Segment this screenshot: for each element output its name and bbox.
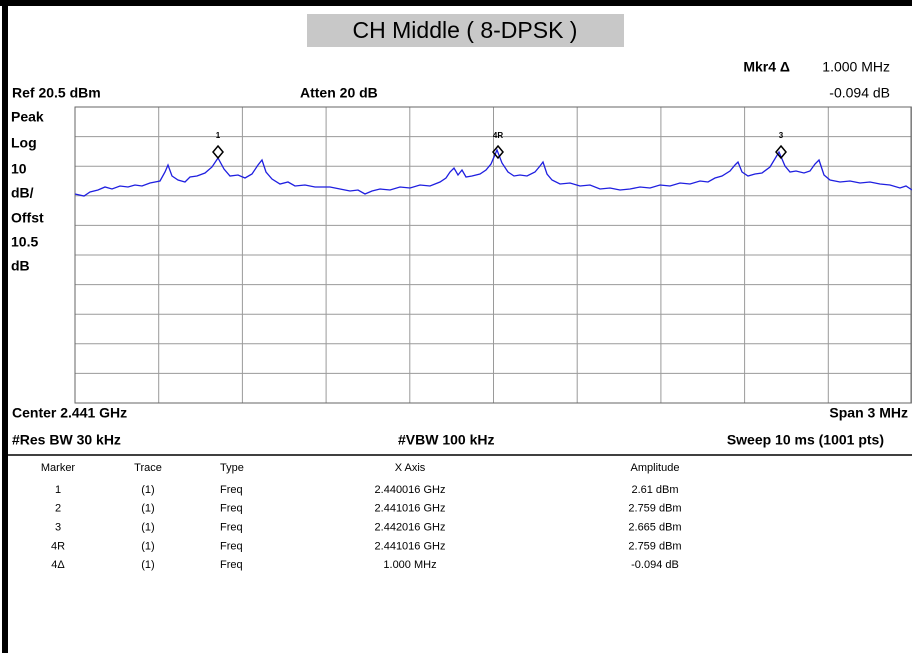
table-cell: 1 xyxy=(55,484,61,496)
table-header: Amplitude xyxy=(631,462,680,474)
table-header: X Axis xyxy=(395,462,426,474)
scale-labels: Peak Log 10 dB/Offst 10.5 dB xyxy=(11,109,44,274)
top-border xyxy=(0,0,912,6)
marker-y: -0.094 dB xyxy=(829,85,890,101)
table-cell: (1) xyxy=(141,559,154,571)
table-cell: 2.759 dBm xyxy=(628,540,681,552)
marker-diamond xyxy=(775,144,787,160)
scale-label: dB/ xyxy=(11,185,34,201)
markers: 1 4R 3 xyxy=(212,131,787,160)
scale-label: Peak xyxy=(11,109,44,125)
table-cell: Freq xyxy=(220,522,243,534)
scale-label: 10.5 xyxy=(11,234,38,250)
marker-x: 1.000 MHz xyxy=(822,59,890,75)
marker-table: Marker Trace Type X Axis Amplitude 1 (1) Freq 2.… xyxy=(41,462,682,571)
marker-diamond xyxy=(212,144,224,160)
trace xyxy=(74,148,912,197)
table-cell: Freq xyxy=(220,540,243,552)
res-bw: #Res BW 30 kHz xyxy=(12,432,121,448)
table-cell: Freq xyxy=(220,503,243,515)
sweep: Sweep 10 ms (1001 pts) xyxy=(727,432,884,448)
table-cell: 4R xyxy=(51,540,65,552)
title: CH Middle ( 8-DPSK ) xyxy=(353,17,578,43)
table-header: Marker xyxy=(41,462,76,474)
table-cell: (1) xyxy=(141,522,154,534)
table-cell: 2.440016 GHz xyxy=(375,484,446,496)
span: Span 3 MHz xyxy=(829,405,908,421)
title-box xyxy=(307,14,624,47)
table-cell: 1.000 MHz xyxy=(383,559,436,571)
marker-label: Mkr4 Δ xyxy=(743,59,790,75)
table-cell: 4Δ xyxy=(51,559,65,571)
table-cell: 2.665 dBm xyxy=(628,522,681,534)
attenuation: Atten 20 dB xyxy=(300,85,378,101)
table-cell: 3 xyxy=(55,522,61,534)
table-cell: 2.441016 GHz xyxy=(375,503,446,515)
marker-number: 3 xyxy=(779,131,784,140)
ref-level: Ref 20.5 dBm xyxy=(12,85,101,101)
table-cell: 2.759 dBm xyxy=(628,503,681,515)
marker-number: 4R xyxy=(493,131,503,140)
grid xyxy=(74,106,912,404)
table-cell: Freq xyxy=(220,484,243,496)
table-cell: Freq xyxy=(220,559,243,571)
table-cell: (1) xyxy=(141,484,154,496)
table-cell: 2.442016 GHz xyxy=(375,522,446,534)
scale-label: Log xyxy=(11,135,37,151)
table-cell: -0.094 dB xyxy=(631,559,679,571)
table-cell: (1) xyxy=(141,540,154,552)
center-freq: Center 2.441 GHz xyxy=(12,405,127,421)
table-cell: (1) xyxy=(141,503,154,515)
scale-label: 10 xyxy=(11,161,27,177)
vbw: #VBW 100 kHz xyxy=(398,432,494,448)
table-header: Trace xyxy=(134,462,162,474)
table-cell: 2.441016 GHz xyxy=(375,540,446,552)
marker-diamond xyxy=(492,144,504,160)
plot-frame xyxy=(74,106,912,404)
left-border xyxy=(2,0,8,653)
scale-label: dB xyxy=(11,258,30,274)
table-header: Type xyxy=(220,462,244,474)
scale-label: Offst xyxy=(11,210,44,226)
marker-number: 1 xyxy=(216,131,221,140)
table-cell: 2 xyxy=(55,503,61,515)
table-cell: 2.61 dBm xyxy=(631,484,678,496)
